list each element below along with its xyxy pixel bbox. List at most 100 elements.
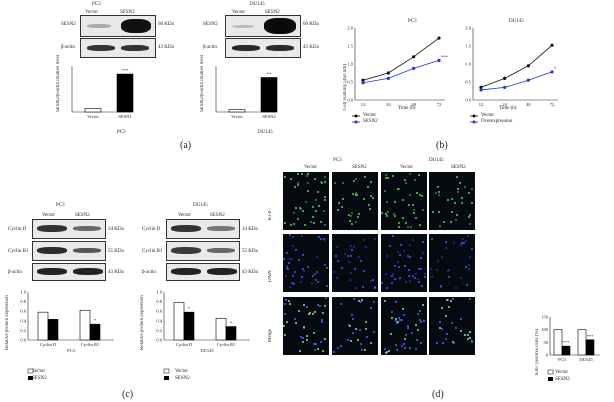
legend-label: SESN2 <box>555 377 570 382</box>
tick-label: 0.0 <box>156 338 162 343</box>
size-label: 43 KDa <box>158 45 174 50</box>
data-point <box>479 85 483 89</box>
row-label: β-actin <box>8 270 22 275</box>
bar <box>561 345 571 356</box>
data-point <box>503 85 507 89</box>
axis-label: DU145 <box>200 348 214 353</box>
tick-label: PC3 <box>558 357 567 362</box>
significance-label: * <box>554 66 557 71</box>
legend-label: SESN2 <box>32 376 47 381</box>
western-blot <box>32 241 106 261</box>
legend-swatch <box>27 368 34 374</box>
legend-swatch <box>163 368 170 374</box>
size-label: 34 KDa <box>242 227 258 232</box>
tick-label: 48 <box>526 102 531 107</box>
tick-label: Vector <box>231 114 243 119</box>
tick-label: DU145 <box>579 357 593 362</box>
bar <box>228 109 246 113</box>
tick-label: 0.8 <box>156 299 162 304</box>
size-label: 43 KDa <box>303 45 319 50</box>
data-point <box>503 76 507 80</box>
data-point <box>550 70 554 74</box>
series-line <box>362 60 440 84</box>
lane-label: Vector <box>232 10 246 15</box>
axis-label: Ki67 positive cells (%) <box>535 328 540 375</box>
lane-label: SESN2 <box>265 10 280 15</box>
legend-swatch <box>548 377 553 381</box>
lane-label: SESN2 <box>75 213 90 218</box>
row-label: SESN2 <box>203 22 218 27</box>
panel-letter-d: (d) <box>432 389 444 400</box>
significance-label: *** <box>122 68 130 73</box>
legend-marker <box>472 120 476 124</box>
row-label: β-actin <box>203 45 217 50</box>
legend-swatch <box>28 376 33 380</box>
significance-label: ** <box>267 72 272 77</box>
western-blot <box>166 241 240 261</box>
panel-letter-c: (c) <box>122 389 134 400</box>
row-label: SESN2 <box>61 22 76 27</box>
legend-label: SESN2 <box>363 119 378 124</box>
row-label: β-actin <box>61 45 75 50</box>
data-point <box>437 58 441 63</box>
tick-label: 12 <box>361 102 366 107</box>
tick-label: 2.0 <box>465 26 471 31</box>
chart-title: PC3 <box>408 19 417 24</box>
microscopy-image <box>283 297 329 355</box>
significance-label: * <box>94 318 97 323</box>
legend-marker <box>354 114 358 118</box>
tick-label: 0.4 <box>20 318 26 323</box>
tick-label: 0.0 <box>20 338 26 343</box>
blot-title: PC3 <box>56 203 65 208</box>
blot-a-pc3-title: PC3 <box>92 2 101 7</box>
microscopy-image <box>381 234 427 292</box>
tick-label: 0.6 <box>156 309 162 314</box>
lane-label: Vector <box>400 165 414 170</box>
tick-label: 1.0 <box>347 62 353 67</box>
row-label: β-actin <box>142 270 156 275</box>
microscopy-image <box>332 234 378 292</box>
significance-label: * <box>230 321 233 326</box>
tick-label: 2.0 <box>347 26 353 31</box>
tick-label: 0.2 <box>20 328 26 333</box>
size-label: 55 KDa <box>242 249 258 254</box>
axis-label: DU145 <box>258 130 273 135</box>
lane-label: SESN2 <box>120 10 135 15</box>
bar <box>553 329 563 356</box>
tick-label: 0.5 <box>465 80 471 85</box>
lane-label: Vector <box>85 10 99 15</box>
group-label: PC3 <box>333 158 342 163</box>
bar <box>260 77 278 113</box>
lane-label: SESN2 <box>352 165 367 170</box>
bar <box>225 326 237 341</box>
group-label: DU145 <box>429 158 444 163</box>
microscopy-image <box>332 172 378 230</box>
western-blot <box>32 219 106 239</box>
legend-label: SESN2 <box>175 376 190 381</box>
tick-label: 1.0 <box>20 290 26 295</box>
bar <box>84 108 102 113</box>
tick-label: 150 <box>541 315 549 320</box>
bar <box>585 339 595 356</box>
tick-label: 0.0 <box>347 98 353 103</box>
row-label: Cyclin B1 <box>8 249 29 254</box>
microscopy-image <box>429 172 475 230</box>
microscopy-image <box>429 234 475 292</box>
legend-swatch <box>547 369 554 375</box>
data-point <box>386 76 390 80</box>
series-line <box>480 44 553 88</box>
series-line <box>362 37 440 81</box>
microscopy-image <box>381 297 427 355</box>
lane-label: SESN2 <box>451 165 466 170</box>
microscopy-image <box>381 172 427 230</box>
microscopy-image <box>283 234 329 292</box>
tick-label: 0.4 <box>156 318 162 323</box>
data-point <box>361 78 365 82</box>
tick-label: 0.5 <box>347 80 353 85</box>
tick-label: 0 <box>546 353 549 358</box>
tick-label: Cyclin D <box>176 342 193 347</box>
tick-label: 48 <box>411 102 416 107</box>
tick-label: 0.0 <box>465 98 471 103</box>
